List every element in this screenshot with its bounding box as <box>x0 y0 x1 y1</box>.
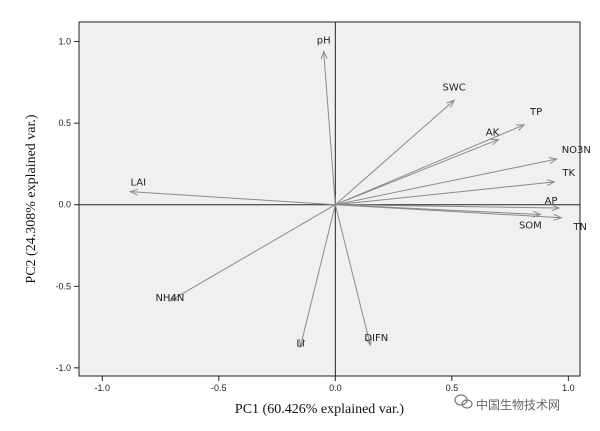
arrowhead-swc <box>446 99 456 108</box>
watermark-text: 中国生物技术网 <box>476 397 560 412</box>
arrow-tk <box>335 181 555 206</box>
x-axis: -1.0 -0.5 0.0 0.5 1.0 <box>95 376 575 393</box>
arrow-ph <box>323 51 336 205</box>
label-no3n: NO3N <box>562 145 591 156</box>
label-ak: AK <box>486 127 500 138</box>
y-axis: -1.0 -0.5 0.0 0.5 1.0 <box>55 37 79 373</box>
watermark: 中国生物技术网 <box>454 394 560 412</box>
label-tn: TN <box>572 222 587 233</box>
arrow-ap <box>335 204 560 209</box>
label-som: SOM <box>519 220 542 231</box>
arrowhead-tn <box>553 213 563 221</box>
arrowhead-ph <box>320 50 328 60</box>
arrow-lai <box>130 191 336 206</box>
y-axis-title: PC2 (24.308% explained var.) <box>24 114 39 283</box>
label-ap: AP <box>545 196 558 207</box>
arrow-swc <box>334 99 455 206</box>
y-tick-label: -0.5 <box>55 281 71 291</box>
label-li: LI <box>296 339 305 350</box>
arrowhead-nh4n <box>168 294 178 302</box>
x-tick-label: -1.0 <box>95 383 111 393</box>
arrow-tp <box>335 124 525 206</box>
x-axis-title: PC1 (60.426% explained var.) <box>235 402 404 417</box>
x-tick-label: 0.5 <box>446 383 459 393</box>
arrow-ak <box>335 138 499 206</box>
arrow-tn <box>335 204 562 219</box>
arrowhead-lai <box>128 188 139 196</box>
label-nh4n: NH4N <box>155 293 184 304</box>
x-tick-label: 0.0 <box>329 383 342 393</box>
arrowhead-tk <box>546 179 556 187</box>
arrow-li <box>299 204 336 347</box>
variable-labels: pH SWC TP AK NO3N TK AP SOM TN LAI NH4N LI DIFN <box>130 35 590 349</box>
y-tick-label: 1.0 <box>58 37 71 47</box>
arrowhead-difn <box>365 337 372 347</box>
arrow-no3n <box>335 158 557 206</box>
wechat-icon <box>454 394 473 409</box>
arrowhead-li <box>298 338 306 348</box>
label-tp: TP <box>529 107 542 118</box>
arrowhead-tp <box>516 124 526 131</box>
arrowhead-no3n <box>548 157 559 164</box>
label-swc: SWC <box>443 82 466 93</box>
y-tick-label: 0.5 <box>58 118 71 128</box>
label-tk: TK <box>561 168 575 179</box>
loading-arrows <box>128 50 563 348</box>
x-tick-label: -0.5 <box>211 383 227 393</box>
arrowhead-ap <box>551 204 561 212</box>
y-tick-label: 0.0 <box>58 200 71 210</box>
x-tick-label: 1.0 <box>562 383 575 393</box>
arrow-difn <box>334 204 371 346</box>
label-lai: LAI <box>130 178 146 189</box>
label-difn: DIFN <box>364 333 388 344</box>
y-tick-label: -1.0 <box>55 363 71 373</box>
label-ph: pH <box>317 35 331 46</box>
plot-area <box>78 21 581 377</box>
arrowhead-ak <box>490 138 500 146</box>
arrow-nh4n <box>169 204 336 302</box>
